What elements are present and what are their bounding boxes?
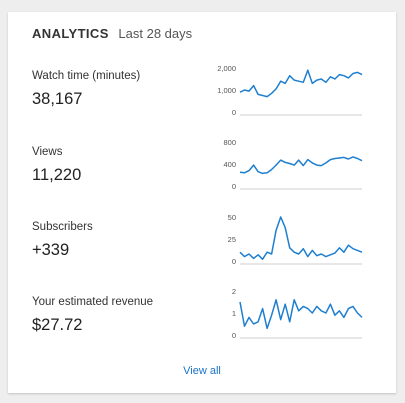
- y-tick-label: 1,000: [217, 86, 236, 95]
- y-tick-label: 0: [232, 108, 236, 117]
- metric-label: Subscribers: [32, 221, 93, 233]
- metric-label: Views: [32, 146, 63, 158]
- view-all-link[interactable]: View all: [183, 365, 221, 377]
- analytics-card: ANALYTICS Last 28 days Watch time (minut…: [8, 12, 396, 393]
- metric-value: +339: [32, 241, 70, 259]
- y-tick-label: 0: [232, 331, 236, 340]
- metric-views: Views 11,220: [32, 146, 202, 185]
- y-tick-label: 25: [228, 235, 236, 244]
- card-header: ANALYTICS Last 28 days: [32, 26, 192, 41]
- y-tick-label: 2: [232, 287, 236, 296]
- y-tick-label: 0: [232, 182, 236, 191]
- sparkline-revenue: 2 1 0: [232, 287, 363, 340]
- series-line: [239, 299, 363, 330]
- y-tick-label: 800: [223, 138, 236, 147]
- metric-value: $27.72: [32, 316, 83, 334]
- series-line: [239, 69, 363, 98]
- series-line: [239, 216, 363, 260]
- card-title: ANALYTICS: [32, 26, 109, 41]
- y-tick-label: 2,000: [217, 64, 236, 73]
- sparkline-views: 800 400 0: [223, 138, 363, 191]
- y-tick-label: 50: [228, 213, 236, 222]
- metric-value: 38,167: [32, 90, 83, 108]
- metric-subscribers: Subscribers +339: [32, 221, 202, 260]
- metric-revenue: Your estimated revenue $27.72: [32, 296, 202, 335]
- y-tick-label: 0: [232, 257, 236, 266]
- sparkline-watch-time: 2,000 1,000 0: [217, 64, 363, 117]
- metric-label: Watch time (minutes): [32, 70, 141, 82]
- date-range: Last 28 days: [118, 26, 193, 41]
- metric-value: 11,220: [32, 166, 82, 184]
- sparkline-subscribers: 50 25 0: [228, 213, 363, 266]
- series-line: [239, 156, 363, 175]
- y-tick-label: 1: [232, 309, 236, 318]
- metric-watch-time: Watch time (minutes) 38,167: [32, 70, 202, 109]
- metric-label: Your estimated revenue: [32, 296, 154, 308]
- y-tick-label: 400: [223, 160, 236, 169]
